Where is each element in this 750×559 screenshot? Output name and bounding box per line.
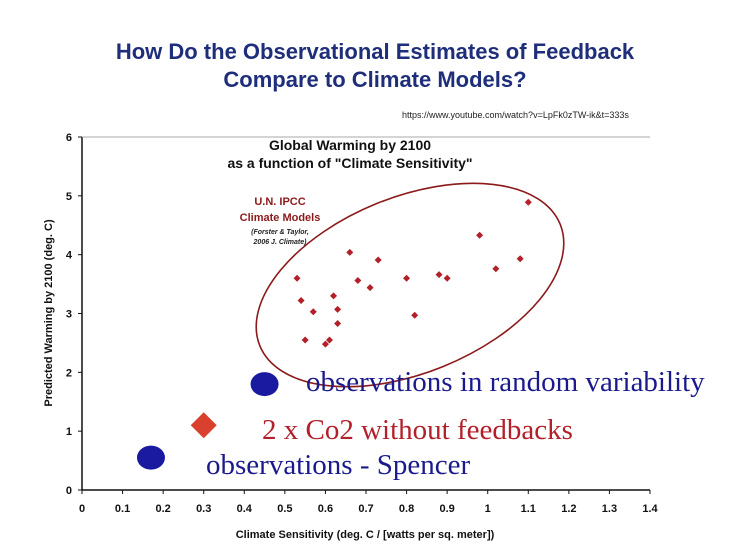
source-url[interactable]: https://www.youtube.com/watch?v=LpFk0zTW… bbox=[402, 110, 629, 120]
x-tick-label: 1.3 bbox=[602, 503, 617, 515]
ipcc-model-point bbox=[301, 336, 309, 344]
ipcc-label-line2: Climate Models bbox=[240, 212, 321, 224]
no-feedback-point bbox=[190, 412, 217, 439]
x-tick-label: 0.8 bbox=[399, 503, 414, 515]
ipcc-model-point bbox=[346, 248, 354, 256]
x-tick-label: 0.3 bbox=[196, 503, 211, 515]
x-tick-label: 0.7 bbox=[358, 503, 373, 515]
y-tick-label: 6 bbox=[66, 132, 72, 144]
annotation-spencer: observations - Spencer bbox=[206, 449, 470, 481]
ipcc-model-point bbox=[330, 292, 338, 300]
slide-title-line1: How Do the Observational Estimates of Fe… bbox=[115, 39, 635, 64]
x-tick-label: 0.5 bbox=[277, 503, 292, 515]
slide-title: How Do the Observational Estimates of Fe… bbox=[0, 38, 750, 94]
y-tick-label: 1 bbox=[66, 426, 72, 438]
x-tick-label: 1.1 bbox=[521, 503, 536, 515]
ipcc-model-point bbox=[321, 340, 329, 348]
ipcc-citation-line2: 2006 J. Climate) bbox=[253, 239, 308, 246]
x-tick-label: 0.6 bbox=[318, 503, 333, 515]
x-tick-label: 0.9 bbox=[439, 503, 454, 515]
annotation-random-variability: observations in random variability bbox=[306, 366, 705, 398]
ipcc-model-point bbox=[366, 284, 374, 292]
chart-title-line1: Global Warming by 2100 bbox=[269, 137, 431, 153]
ipcc-model-point bbox=[411, 311, 419, 319]
ipcc-model-point bbox=[334, 320, 342, 328]
ipcc-model-point bbox=[492, 265, 500, 273]
x-tick-label: 0.2 bbox=[155, 503, 170, 515]
ipcc-citation-line1: (Forster & Taylor, bbox=[251, 229, 309, 236]
ipcc-model-point bbox=[309, 308, 317, 316]
ipcc-model-point bbox=[293, 274, 301, 282]
ipcc-model-point bbox=[476, 231, 484, 239]
spencer-observation-point bbox=[136, 445, 165, 470]
y-tick-label: 4 bbox=[66, 250, 73, 262]
ipcc-model-point bbox=[524, 198, 532, 206]
ipcc-label-line1: U.N. IPCC bbox=[254, 196, 305, 208]
y-tick-label: 2 bbox=[66, 367, 72, 379]
y-tick-label: 3 bbox=[66, 309, 72, 321]
ipcc-model-point bbox=[516, 255, 524, 263]
ipcc-model-point bbox=[354, 277, 362, 285]
ipcc-model-point bbox=[443, 274, 451, 282]
y-axis-label: Predicted Warming by 2100 (deg. C) bbox=[43, 219, 55, 407]
y-tick-label: 5 bbox=[66, 191, 72, 203]
chart-title-line2: as a function of "Climate Sensitivity" bbox=[227, 155, 472, 171]
x-tick-label: 1.4 bbox=[642, 503, 658, 515]
x-tick-label: 0 bbox=[79, 503, 85, 515]
x-tick-label: 1 bbox=[485, 503, 491, 515]
random-variability-point bbox=[250, 372, 279, 397]
x-tick-label: 0.4 bbox=[237, 503, 253, 515]
y-tick-label: 0 bbox=[66, 485, 72, 497]
x-tick-label: 1.2 bbox=[561, 503, 576, 515]
ipcc-model-point bbox=[334, 305, 342, 313]
ipcc-model-point bbox=[374, 256, 382, 264]
chart-ticks: 0 0.1 0.2 0.3 0.4 0.5 0.6 0.7 0.8 0.9 1 1.1 1.2 1.3 1.… bbox=[66, 132, 659, 515]
annotation-no-feedbacks: 2 x Co2 without feedbacks bbox=[262, 414, 573, 446]
ipcc-model-point bbox=[403, 274, 411, 282]
ipcc-model-ellipse bbox=[255, 182, 565, 388]
x-tick-label: 0.1 bbox=[115, 503, 130, 515]
slide-title-line2: Compare to Climate Models? bbox=[223, 67, 527, 92]
ipcc-model-point bbox=[325, 336, 333, 344]
chart-marks bbox=[136, 198, 532, 470]
ipcc-model-point bbox=[297, 297, 305, 305]
x-axis-label: Climate Sensitivity (deg. C / [watts per… bbox=[236, 529, 495, 541]
ipcc-model-point bbox=[435, 271, 443, 279]
